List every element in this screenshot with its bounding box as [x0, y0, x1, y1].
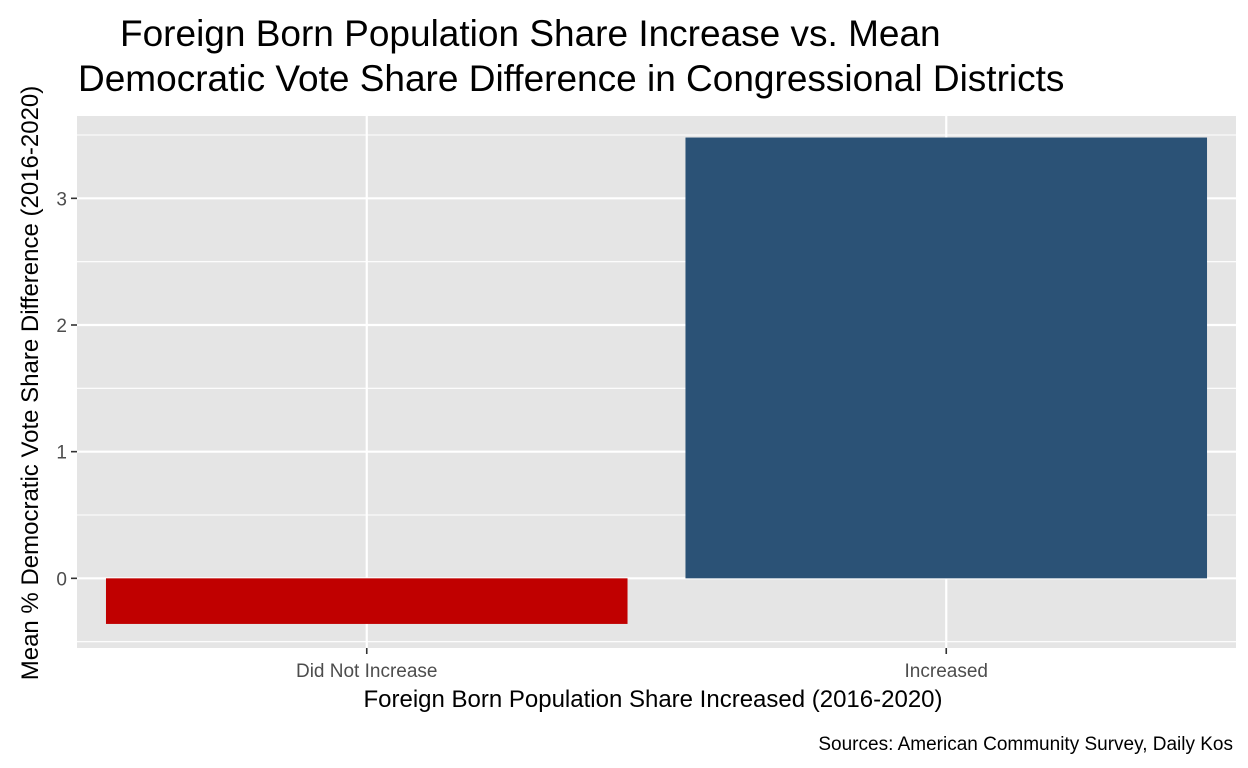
- chart-title: Foreign Born Population Share Increase v…: [78, 13, 1064, 99]
- x-axis-ticks: Did Not Increase Increased: [296, 648, 988, 682]
- bars: [105, 137, 1208, 624]
- bar-did-not-increase: [105, 578, 628, 624]
- x-tick-label: Increased: [905, 661, 988, 682]
- y-tick-label: 1: [56, 443, 67, 464]
- y-tick-label: 3: [56, 189, 67, 210]
- y-axis-ticks: 0 1 2 3: [56, 189, 77, 590]
- x-axis-title: Foreign Born Population Share Increased …: [363, 686, 942, 713]
- y-tick-label: 2: [56, 316, 67, 337]
- bar-increased: [685, 137, 1208, 579]
- x-tick-label: Did Not Increase: [296, 661, 438, 682]
- sources-caption: Sources: American Community Survey, Dail…: [818, 734, 1233, 755]
- y-tick-label: 0: [56, 569, 67, 590]
- chart-title-line-1: Foreign Born Population Share Increase v…: [120, 13, 941, 54]
- y-axis-title: Mean % Democratic Vote Share Difference …: [17, 86, 44, 681]
- chart-title-line-2: Democratic Vote Share Difference in Cong…: [78, 58, 1064, 99]
